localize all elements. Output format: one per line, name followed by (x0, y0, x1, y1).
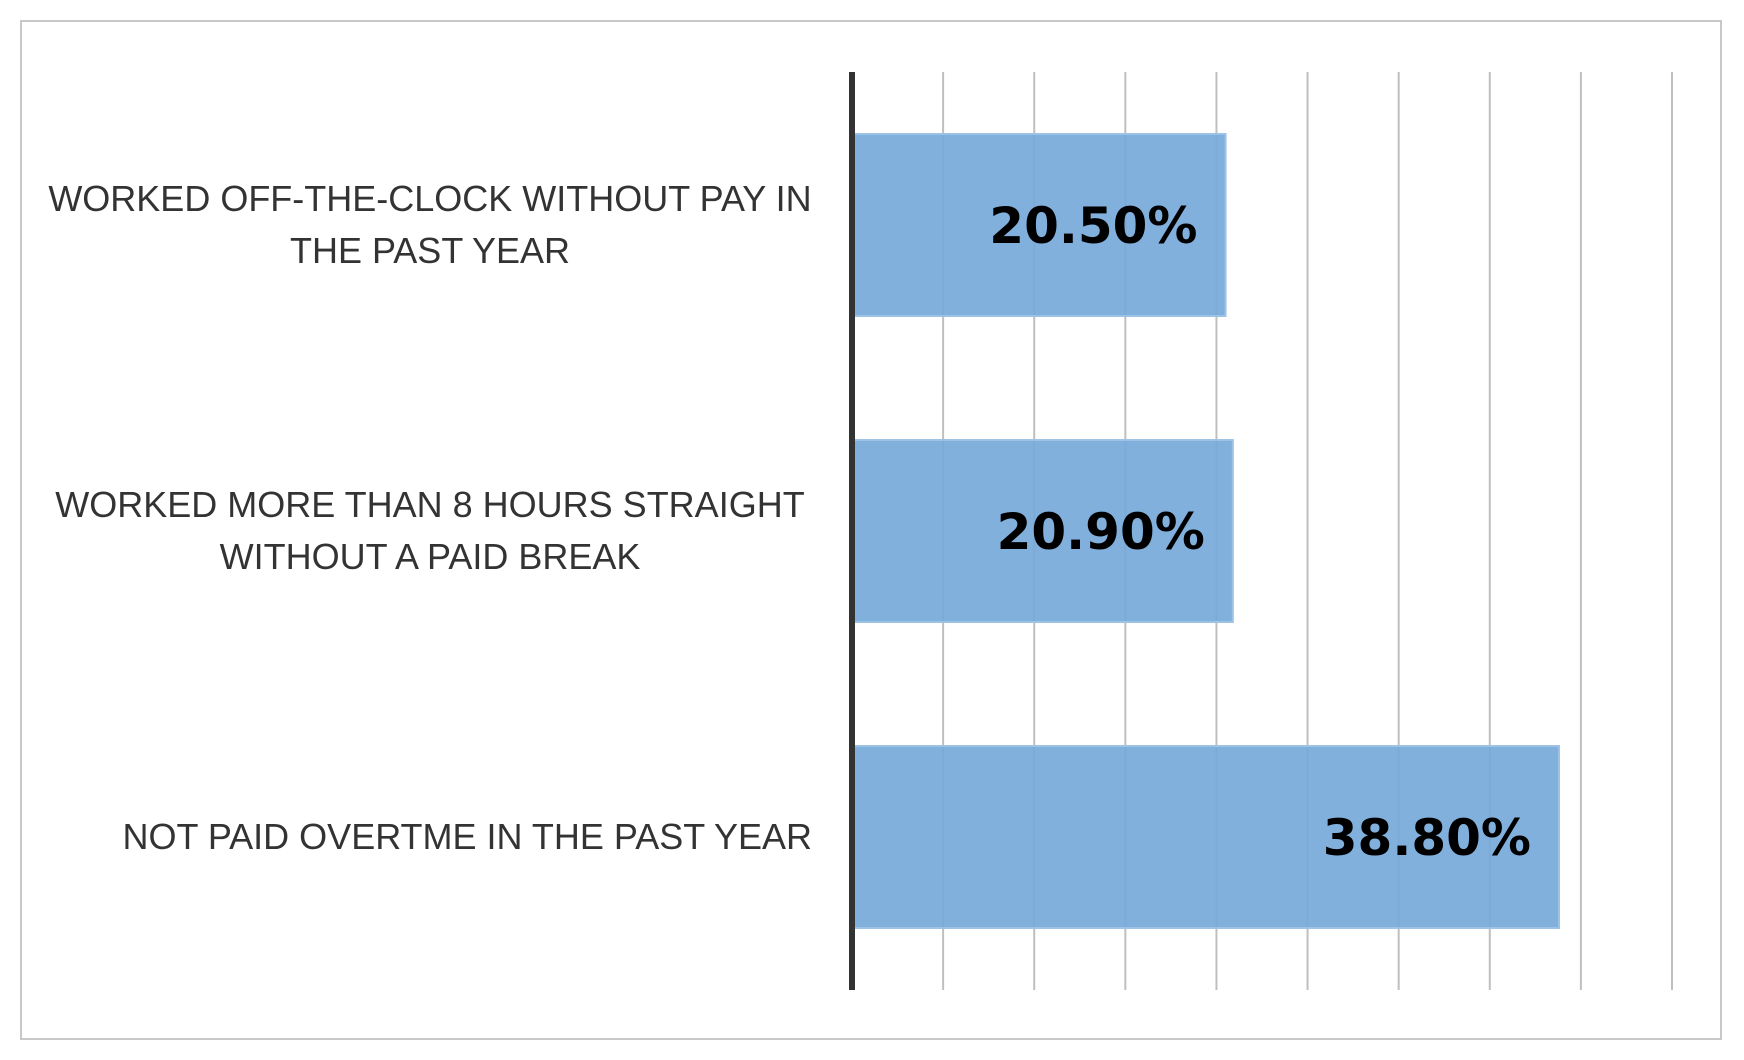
data-label: 20.50% (989, 197, 1197, 255)
category-labels: WORKED OFF-THE-CLOCK WITHOUT PAY IN THE P… (48, 178, 812, 857)
bar (851, 439, 1234, 623)
bars (851, 133, 1561, 929)
bar (851, 133, 1227, 317)
data-label: 38.80% (1323, 809, 1531, 867)
category-label: WORKED MORE THAN 8 HOURS STRAIGHT (55, 484, 804, 525)
data-labels: 20.50% 20.90% 38.80% (989, 197, 1531, 867)
category-label: NOT PAID OVERTME IN THE PAST YEAR (122, 816, 812, 857)
category-label: WITHOUT A PAID BREAK (220, 536, 641, 577)
bar (851, 745, 1561, 929)
category-label: THE PAST YEAR (290, 230, 570, 271)
data-label: 20.90% (997, 503, 1205, 561)
category-label: WORKED OFF-THE-CLOCK WITHOUT PAY IN (48, 178, 811, 219)
